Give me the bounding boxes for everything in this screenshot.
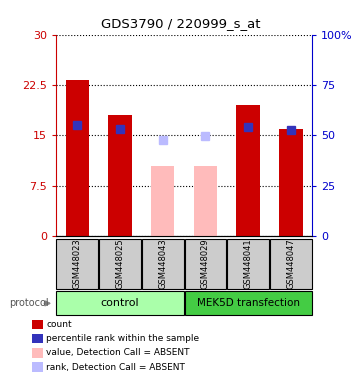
Text: GSM448043: GSM448043 — [158, 238, 167, 290]
Text: GSM448047: GSM448047 — [286, 238, 295, 290]
Bar — [184, 291, 312, 316]
Text: GDS3790 / 220999_s_at: GDS3790 / 220999_s_at — [101, 17, 260, 30]
Bar — [108, 115, 132, 236]
Text: count: count — [46, 320, 72, 329]
Bar — [99, 238, 141, 290]
Bar — [236, 105, 260, 236]
Text: GSM448025: GSM448025 — [116, 239, 125, 289]
Text: GSM448029: GSM448029 — [201, 239, 210, 289]
Bar — [184, 238, 226, 290]
Bar — [227, 238, 269, 290]
Text: GSM448023: GSM448023 — [73, 238, 82, 290]
Bar — [56, 291, 184, 316]
Text: GSM448041: GSM448041 — [244, 239, 253, 289]
Text: value, Detection Call = ABSENT: value, Detection Call = ABSENT — [46, 348, 190, 358]
Bar — [66, 79, 89, 236]
Bar — [194, 166, 217, 236]
Text: control: control — [101, 298, 139, 308]
Text: percentile rank within the sample: percentile rank within the sample — [46, 334, 199, 343]
Text: protocol: protocol — [9, 298, 49, 308]
Bar — [270, 238, 312, 290]
Bar — [151, 166, 174, 236]
Text: rank, Detection Call = ABSENT: rank, Detection Call = ABSENT — [46, 362, 185, 372]
Bar — [56, 238, 98, 290]
Bar — [142, 238, 184, 290]
Text: MEK5D transfection: MEK5D transfection — [197, 298, 300, 308]
Bar — [279, 129, 303, 236]
